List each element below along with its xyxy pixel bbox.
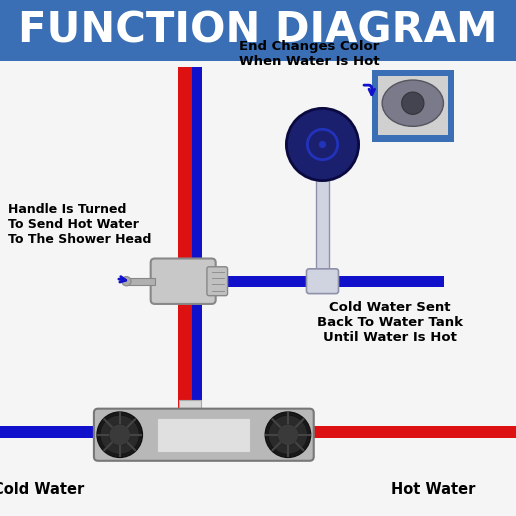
Circle shape <box>286 108 359 181</box>
Circle shape <box>401 92 424 115</box>
Text: Cold Water: Cold Water <box>0 481 84 497</box>
Circle shape <box>265 412 311 457</box>
FancyBboxPatch shape <box>207 267 228 296</box>
Circle shape <box>100 415 139 455</box>
FancyBboxPatch shape <box>94 409 314 461</box>
Text: Hot Water: Hot Water <box>391 481 476 497</box>
Circle shape <box>277 424 299 445</box>
Bar <box>0 0 516 61</box>
Bar <box>0 426 99 438</box>
Bar <box>178 67 192 449</box>
Bar <box>309 426 516 438</box>
Bar <box>196 276 444 287</box>
Circle shape <box>122 277 131 286</box>
Bar <box>378 76 448 135</box>
Bar <box>157 418 250 452</box>
Text: FUNCTION DIAGRAM: FUNCTION DIAGRAM <box>18 9 498 52</box>
Bar <box>316 160 329 274</box>
Circle shape <box>268 415 308 455</box>
Circle shape <box>319 141 326 148</box>
FancyBboxPatch shape <box>151 259 216 304</box>
Bar <box>179 400 201 449</box>
Text: End Changes Color
When Water Is Hot: End Changes Color When Water Is Hot <box>239 40 380 68</box>
Circle shape <box>97 412 142 457</box>
Ellipse shape <box>382 80 443 126</box>
Circle shape <box>109 424 131 445</box>
Bar <box>126 278 155 285</box>
Text: Handle Is Turned
To Send Hot Water
To The Shower Head: Handle Is Turned To Send Hot Water To Th… <box>8 203 151 246</box>
Bar <box>192 67 202 449</box>
FancyBboxPatch shape <box>307 269 338 294</box>
Bar <box>372 70 454 141</box>
Text: Cold Water Sent
Back To Water Tank
Until Water Is Hot: Cold Water Sent Back To Water Tank Until… <box>317 301 462 344</box>
